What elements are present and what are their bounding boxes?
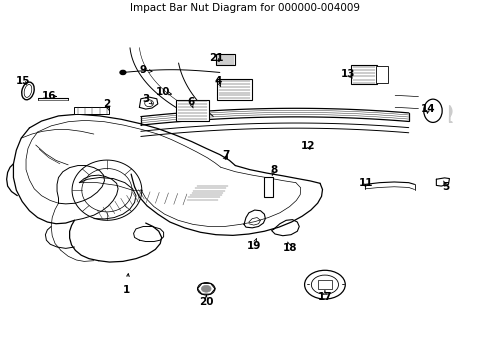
- FancyBboxPatch shape: [216, 54, 235, 64]
- Text: 17: 17: [318, 292, 332, 302]
- Text: 16: 16: [42, 91, 56, 102]
- FancyBboxPatch shape: [74, 107, 109, 114]
- Text: 8: 8: [270, 165, 278, 175]
- Title: Impact Bar Nut Diagram for 000000-004009: Impact Bar Nut Diagram for 000000-004009: [130, 3, 360, 13]
- Text: 20: 20: [199, 297, 214, 307]
- Text: 13: 13: [341, 69, 355, 79]
- Text: 7: 7: [222, 150, 229, 160]
- Text: 18: 18: [282, 243, 297, 253]
- FancyBboxPatch shape: [351, 65, 377, 84]
- FancyBboxPatch shape: [217, 79, 252, 100]
- Text: 15: 15: [16, 76, 30, 86]
- Text: 2: 2: [103, 99, 111, 109]
- FancyBboxPatch shape: [265, 177, 273, 197]
- Text: 1: 1: [122, 285, 130, 296]
- Text: 10: 10: [155, 87, 170, 97]
- Circle shape: [120, 71, 126, 75]
- Circle shape: [201, 285, 211, 292]
- FancyBboxPatch shape: [376, 66, 388, 84]
- Text: 9: 9: [140, 66, 147, 75]
- Text: 11: 11: [359, 178, 373, 188]
- Text: 14: 14: [421, 104, 436, 114]
- Text: 5: 5: [442, 182, 450, 192]
- Text: 12: 12: [301, 141, 315, 151]
- Text: 21: 21: [209, 53, 223, 63]
- FancyBboxPatch shape: [318, 280, 332, 289]
- Text: 6: 6: [187, 97, 195, 107]
- Text: 3: 3: [142, 94, 149, 104]
- FancyBboxPatch shape: [176, 100, 209, 121]
- Text: 4: 4: [215, 76, 222, 86]
- Text: 19: 19: [246, 241, 261, 251]
